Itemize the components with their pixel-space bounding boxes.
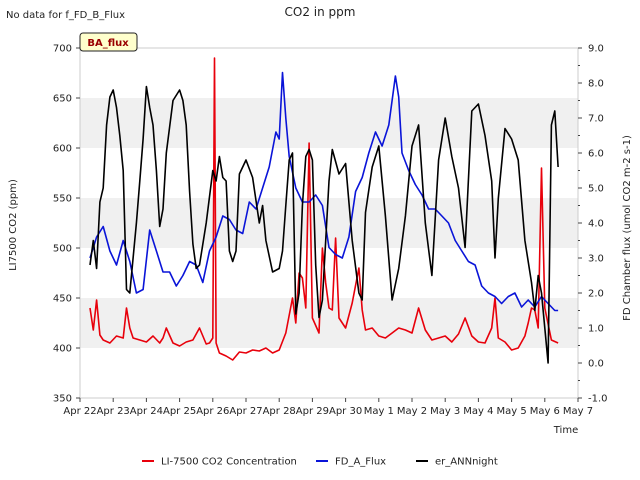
series-line-1 (89, 71, 559, 312)
x-tick-label: Apr 23 (97, 406, 130, 417)
y-right-tick-label: 4.0 (588, 219, 604, 230)
y-axis-left: 350 400 450 500 550 600 650 700 (53, 44, 80, 405)
x-tick-label: Apr 30 (329, 406, 362, 417)
legend-label: LI-7500 CO2 Concentration (161, 457, 297, 468)
legend-label: er_ANNnight (435, 457, 498, 468)
badge: BA_flux (79, 32, 138, 52)
y-left-tick-label: 350 (53, 394, 72, 405)
series-layer (89, 57, 559, 364)
x-tick-label: Apr 29 (296, 406, 329, 417)
y-right-tick-label: -1.0 (588, 394, 608, 405)
y-left-tick-label: 400 (53, 344, 72, 355)
x-tick-label: Apr 24 (130, 406, 163, 417)
corner-note: No data for f_FD_B_Flux (6, 10, 125, 21)
series-line-2 (89, 85, 559, 364)
y-left-tick-label: 600 (53, 144, 72, 155)
x-tick-label: Apr 28 (263, 406, 296, 417)
badge-label: BA_flux (87, 38, 129, 49)
y-right-tick-label: 7.0 (588, 114, 604, 125)
y-right-tick-label: 6.0 (588, 149, 604, 160)
background-bands (80, 98, 578, 348)
x-tick-label: May 4 (463, 406, 493, 417)
y-right-tick-label: 2.0 (588, 289, 604, 300)
y-left-tick-label: 450 (53, 294, 72, 305)
grid-band (80, 98, 578, 148)
x-tick-label: Apr 27 (229, 406, 262, 417)
x-tick-label: May 2 (397, 406, 427, 417)
x-tick-label: May 1 (364, 406, 394, 417)
x-tick-label: Apr 25 (163, 406, 196, 417)
y-axis-right-label: FD Chamber flux (umol CO2 m-2 s-1) (622, 135, 633, 321)
chart-title: CO2 in ppm (285, 5, 356, 19)
x-axis: Apr 22 Apr 23 Apr 24 Apr 25 Apr 26 Apr 27 Apr … (63, 398, 593, 417)
y-axis-left-label: LI7500 CO2 (ppm) (8, 179, 19, 271)
series-line-0 (89, 57, 559, 361)
x-axis-label: Time (553, 425, 578, 436)
x-tick-label: Apr 22 (63, 406, 96, 417)
y-right-tick-label: 5.0 (588, 184, 604, 195)
y-right-tick-label: 0.0 (588, 359, 604, 370)
y-left-tick-label: 550 (53, 194, 72, 205)
y-left-tick-label: 700 (53, 44, 72, 55)
x-tick-label: Apr 26 (196, 406, 229, 417)
legend-label: FD_A_Flux (335, 457, 386, 468)
grid-band (80, 198, 578, 248)
y-left-tick-label: 500 (53, 244, 72, 255)
x-tick-label: May 5 (496, 406, 526, 417)
x-tick-label: May 7 (563, 406, 593, 417)
y-right-tick-label: 8.0 (588, 79, 604, 90)
y-left-tick-label: 650 (53, 94, 72, 105)
x-tick-label: May 6 (530, 406, 560, 417)
y-right-tick-label: 9.0 (588, 44, 604, 55)
legend: LI-7500 CO2 Concentration FD_A_Flux er_ANN… (142, 457, 498, 468)
y-right-tick-label: 3.0 (588, 254, 604, 265)
y-right-tick-label: 1.0 (588, 324, 604, 335)
y-axis-right: -1.0 0.0 1.0 2.0 3.0 4.0 5.0 6.0 7.0 8.0 9.0 (578, 44, 608, 405)
x-tick-label: May 3 (430, 406, 460, 417)
